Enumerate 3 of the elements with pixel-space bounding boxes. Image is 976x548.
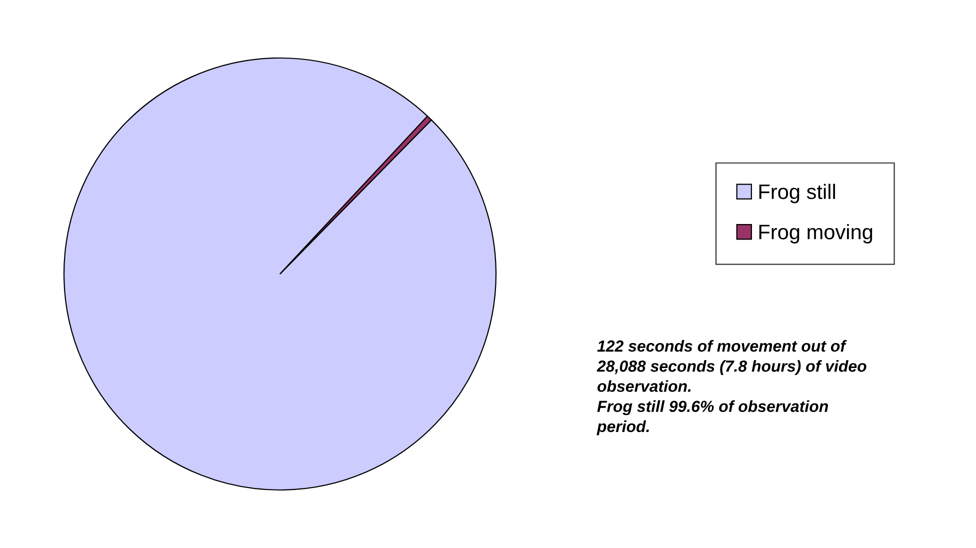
- text: 122 seconds of movement out of 28,088 seconds (7.8 hours) of video observation. Frog still 99.6% of observation period.: [596, 340, 866, 436]
- legend-label: Frog still: [759, 184, 835, 204]
- legend-label: Frog moving: [759, 224, 872, 244]
